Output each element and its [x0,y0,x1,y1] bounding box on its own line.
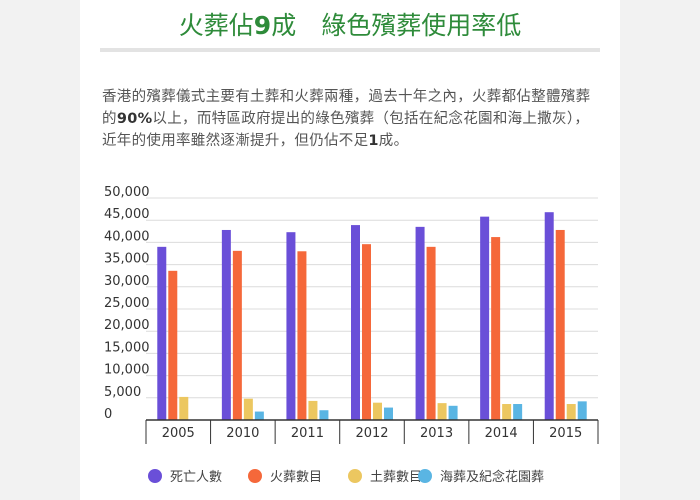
bar-2015-1 [555,229,565,420]
bar-2013-0 [415,226,425,420]
x-tick-label: 2013 [420,426,453,441]
y-axis-ticks: 0 5,000 10,000 15,000 20,000 25,000 30,000 35,0… [104,185,150,422]
y-tick-label: 10,000 [104,363,150,378]
bar-2015-0 [544,212,554,420]
intro-paragraph: 香港的殯葬儀式主要有土葬和火葬兩種，過去十年之內，火葬都佔整體殯葬的90%以上，… [102,89,591,149]
bar-2013-1 [426,246,436,420]
bar-2012-3 [384,407,393,420]
bar-2014-0 [480,216,490,420]
bar-2012-2 [373,402,382,420]
chart-legend: 死亡人數 火葬數目 土葬數目 海葬及紀念花園葬 [80,466,620,490]
x-tick-label: 2005 [162,426,195,441]
legend-item: 死亡人數 [148,466,222,485]
bar-2014-1 [491,237,501,420]
x-tick-label: 2014 [485,426,518,441]
legend-item: 海葬及紀念花園葬 [418,466,544,485]
x-tick-label: 2015 [549,426,582,441]
x-tick-label: 2012 [355,426,388,441]
bar-2010-0 [221,229,231,420]
x-tick-label: 2011 [291,426,324,441]
y-tick-label: 40,000 [104,229,150,244]
bar-2012-1 [362,244,371,420]
legend-swatch [248,468,262,483]
legend-item: 火葬數目 [248,466,322,485]
legend-swatch [418,468,432,483]
bar-2014-2 [502,404,512,420]
legend-label: 海葬及紀念花園葬 [440,470,545,485]
y-tick-label: 30,000 [104,274,150,289]
legend-swatch [148,468,162,483]
x-tick-label: 2010 [226,426,259,441]
bar-2010-2 [243,398,253,420]
chart-bars [157,212,587,420]
bar-2005-1 [168,270,178,420]
y-tick-label: 15,000 [104,340,150,355]
x-axis: 2005 2010 2011 2012 2013 2014 2015 [145,419,599,444]
bar-2014-3 [513,404,523,420]
y-tick-label: 0 [104,407,112,422]
legend-label: 火葬數目 [270,470,323,485]
chart-grid [146,197,598,421]
bar-2011-2 [308,400,318,420]
bar-2010-3 [254,411,264,420]
page-title: 火葬佔9成 綠色殯葬使用率低 [178,11,522,40]
bar-2010-1 [232,250,242,420]
bar-2013-3 [448,405,458,420]
bar-2011-0 [286,232,296,420]
bar-2011-3 [319,410,329,420]
bar-2015-2 [566,404,576,420]
legend-label: 死亡人數 [170,470,223,485]
article-card: 火葬佔9成 綠色殯葬使用率低 香港的殯葬儀式主要有土葬和火葬兩種，過去十年之內，… [80,0,620,500]
title-divider [100,48,600,52]
bar-2015-3 [577,401,587,420]
y-tick-label: 50,000 [104,185,150,200]
bar-2005-0 [157,246,167,420]
legend-label: 土葬數目 [370,470,423,485]
bar-2005-2 [179,396,189,420]
y-tick-label: 25,000 [104,296,150,311]
bar-chart: 0 5,000 10,000 15,000 20,000 25,000 30,000 35,0… [104,185,599,444]
y-tick-label: 5,000 [104,385,141,400]
y-tick-label: 45,000 [104,207,150,222]
bar-2011-1 [297,251,307,420]
legend-item: 土葬數目 [348,466,422,485]
y-tick-label: 20,000 [104,318,150,333]
bar-2012-0 [351,225,360,420]
bar-2013-2 [437,403,447,420]
legend-swatch [348,468,362,483]
y-tick-label: 35,000 [104,252,150,267]
